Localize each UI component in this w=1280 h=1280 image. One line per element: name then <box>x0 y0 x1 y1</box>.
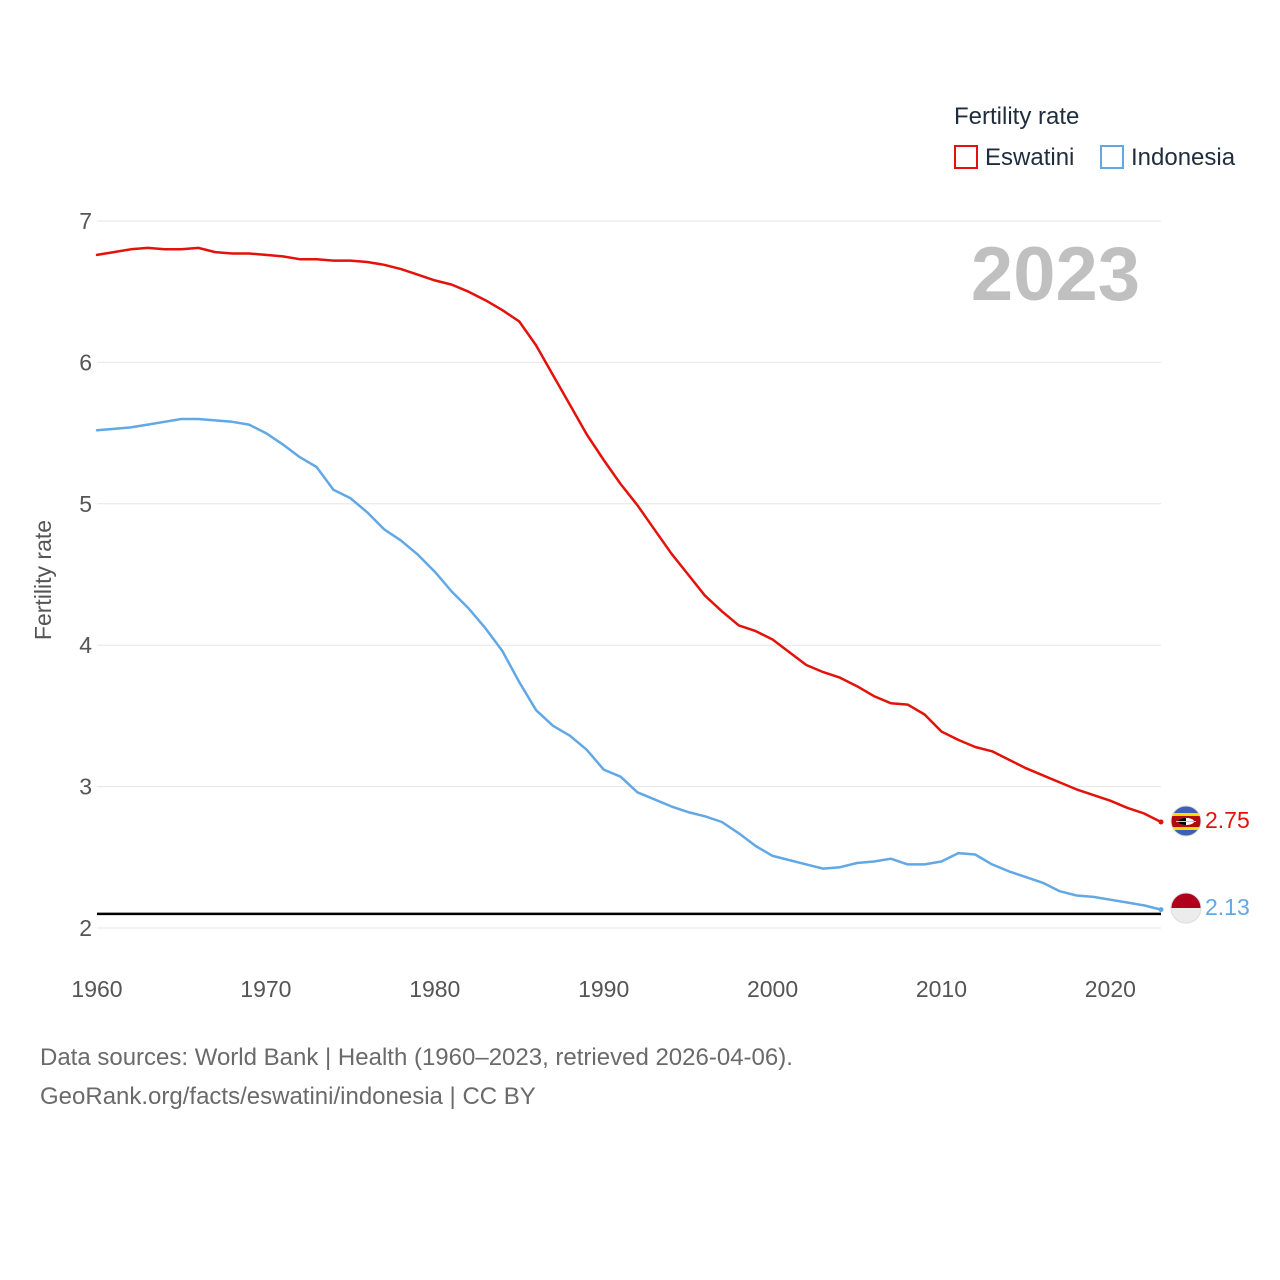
legend-item-eswatini[interactable]: Eswatini <box>954 144 1074 171</box>
series-end-point-eswatini <box>1158 819 1164 825</box>
x-tick-label-2010: 2010 <box>916 976 967 1002</box>
series-line-indonesia <box>95 417 1163 911</box>
y-tick-label-3: 3 <box>79 774 92 800</box>
series-lines <box>95 246 1163 911</box>
y-tick-label-7: 7 <box>79 208 92 234</box>
x-axis: 1960 1970 1980 1990 2000 2010 2020 <box>71 976 1136 1002</box>
x-tick-label-1960: 1960 <box>71 976 122 1002</box>
gridlines <box>97 220 1161 929</box>
eswatini-flag-icon <box>1170 805 1202 837</box>
x-tick-label-1970: 1970 <box>240 976 291 1002</box>
x-tick-label-2020: 2020 <box>1085 976 1136 1002</box>
y-axis: 2 3 4 5 6 7 <box>79 208 92 941</box>
x-tick-label-2000: 2000 <box>747 976 798 1002</box>
credit-line: GeoRank.org/facts/eswatini/indonesia | C… <box>40 1083 536 1110</box>
y-tick-label-2: 2 <box>79 915 92 941</box>
y-tick-label-6: 6 <box>79 349 92 375</box>
legend-swatch-indonesia <box>1100 145 1124 169</box>
indonesia-flag-icon <box>1170 892 1202 924</box>
legend-label-eswatini: Eswatini <box>985 144 1074 171</box>
x-tick-label-1980: 1980 <box>409 976 460 1002</box>
series-line-eswatini <box>95 246 1163 824</box>
series-endpoints <box>1158 819 1164 913</box>
x-tick-label-1990: 1990 <box>578 976 629 1002</box>
y-axis-title: Fertility rate <box>30 520 56 640</box>
eswatini-end-value: 2.75 <box>1205 807 1250 833</box>
y-tick-label-4: 4 <box>79 632 92 658</box>
legend-item-indonesia[interactable]: Indonesia <box>1100 144 1236 171</box>
legend-title: Fertility rate <box>954 103 1079 130</box>
legend-label-indonesia: Indonesia <box>1131 144 1236 171</box>
legend: Fertility rate Eswatini Indonesia <box>954 103 1236 171</box>
legend-swatch-eswatini <box>954 145 978 169</box>
year-watermark: 2023 <box>971 232 1140 317</box>
series-end-point-indonesia <box>1158 907 1164 913</box>
data-source-note: Data sources: World Bank | Health (1960–… <box>40 1044 793 1071</box>
y-tick-label-5: 5 <box>79 491 92 517</box>
indonesia-end-value: 2.13 <box>1205 894 1250 920</box>
